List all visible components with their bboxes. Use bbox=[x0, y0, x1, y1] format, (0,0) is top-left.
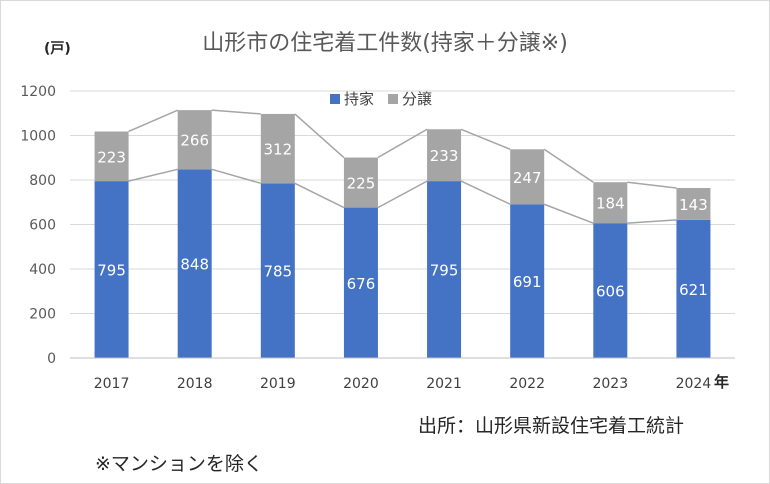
x-tick-label: 2018 bbox=[177, 376, 213, 392]
legend-label-mochiie: 持家 bbox=[344, 90, 375, 108]
series-line-mochiie bbox=[377, 180, 428, 209]
bar-mochiie bbox=[510, 204, 545, 358]
series-line-total bbox=[460, 128, 511, 150]
y-tick-label: 600 bbox=[29, 218, 56, 234]
chart-title: 山形市の住宅着工件数(持家＋分譲※) bbox=[202, 31, 568, 56]
footnote: ※マンションを除く bbox=[95, 453, 263, 475]
bar-bunjo bbox=[676, 188, 711, 220]
bar-bunjo bbox=[343, 157, 378, 208]
series-line-mochiie bbox=[627, 219, 677, 224]
series-line-total bbox=[377, 128, 428, 159]
data-label-mochiie: 621 bbox=[679, 281, 708, 299]
bar-mochiie bbox=[94, 181, 129, 358]
series-line-mochiie bbox=[460, 180, 511, 205]
data-label-bunjo: 223 bbox=[97, 148, 126, 166]
legend: 持家 分譲 bbox=[330, 88, 432, 109]
data-label-mochiie: 795 bbox=[97, 262, 126, 280]
data-label-mochiie: 795 bbox=[430, 262, 459, 280]
data-label-mochiie: 691 bbox=[513, 273, 542, 291]
series-line-mochiie bbox=[543, 203, 594, 224]
y-tick-label: 400 bbox=[29, 262, 56, 278]
legend-swatch-mochiie bbox=[330, 93, 340, 104]
series-line-mochiie bbox=[128, 168, 178, 182]
legend-item-bunjo: 分譲 bbox=[388, 88, 432, 109]
series-line-mochiie bbox=[211, 168, 262, 185]
legend-label-bunjo: 分譲 bbox=[402, 90, 433, 108]
y-unit-label: (戸) bbox=[44, 41, 71, 57]
bar-bunjo bbox=[593, 182, 628, 224]
bar-mochiie bbox=[593, 223, 628, 358]
data-label-bunjo: 247 bbox=[513, 169, 542, 187]
y-tick-label: 0 bbox=[47, 351, 56, 367]
series-line-total bbox=[627, 181, 677, 189]
data-label-bunjo: 184 bbox=[596, 195, 625, 213]
bar-mochiie bbox=[177, 169, 212, 358]
y-tick-label: 200 bbox=[29, 307, 56, 323]
bar-bunjo bbox=[427, 129, 462, 182]
series-line-total bbox=[128, 109, 178, 133]
x-tick-label: 2022 bbox=[509, 376, 545, 392]
bar-mochiie bbox=[260, 183, 295, 358]
x-tick-label: 2017 bbox=[94, 376, 130, 392]
year-suffix-label: 年 bbox=[714, 373, 730, 391]
x-tick-label: 2023 bbox=[592, 376, 628, 392]
bar-bunjo bbox=[177, 110, 212, 170]
data-label-bunjo: 266 bbox=[180, 132, 209, 150]
bar-mochiie bbox=[427, 181, 462, 358]
data-label-mochiie: 676 bbox=[347, 275, 376, 293]
series-line-total bbox=[211, 109, 261, 115]
y-tick-label: 1000 bbox=[20, 129, 56, 145]
x-tick-label: 2020 bbox=[343, 376, 379, 392]
bar-bunjo bbox=[510, 149, 545, 205]
source-note: 出所：山形県新設住宅着工統計 bbox=[418, 415, 685, 437]
bar-bunjo bbox=[260, 113, 295, 184]
x-tick-label: 2019 bbox=[260, 376, 296, 392]
data-label-bunjo: 225 bbox=[347, 175, 376, 193]
data-label-mochiie: 848 bbox=[180, 256, 209, 274]
data-label-mochiie: 606 bbox=[596, 283, 625, 301]
data-label-bunjo: 143 bbox=[679, 196, 708, 214]
data-label-bunjo: 233 bbox=[430, 147, 459, 165]
series-line-mochiie bbox=[294, 182, 345, 209]
y-tick-label: 1200 bbox=[20, 84, 56, 100]
legend-swatch-bunjo bbox=[388, 93, 399, 104]
series-line-total bbox=[294, 113, 345, 159]
bar-bunjo bbox=[94, 131, 129, 182]
legend-item-mochiie: 持家 bbox=[330, 88, 374, 109]
bar-mochiie bbox=[343, 207, 378, 358]
data-label-bunjo: 312 bbox=[263, 141, 292, 159]
x-tick-label: 2024 bbox=[676, 376, 712, 392]
bar-mochiie bbox=[676, 219, 711, 358]
y-tick-label: 800 bbox=[29, 173, 56, 189]
data-label-mochiie: 785 bbox=[263, 263, 292, 281]
series-line-total bbox=[543, 148, 594, 183]
x-tick-label: 2021 bbox=[426, 376, 462, 392]
